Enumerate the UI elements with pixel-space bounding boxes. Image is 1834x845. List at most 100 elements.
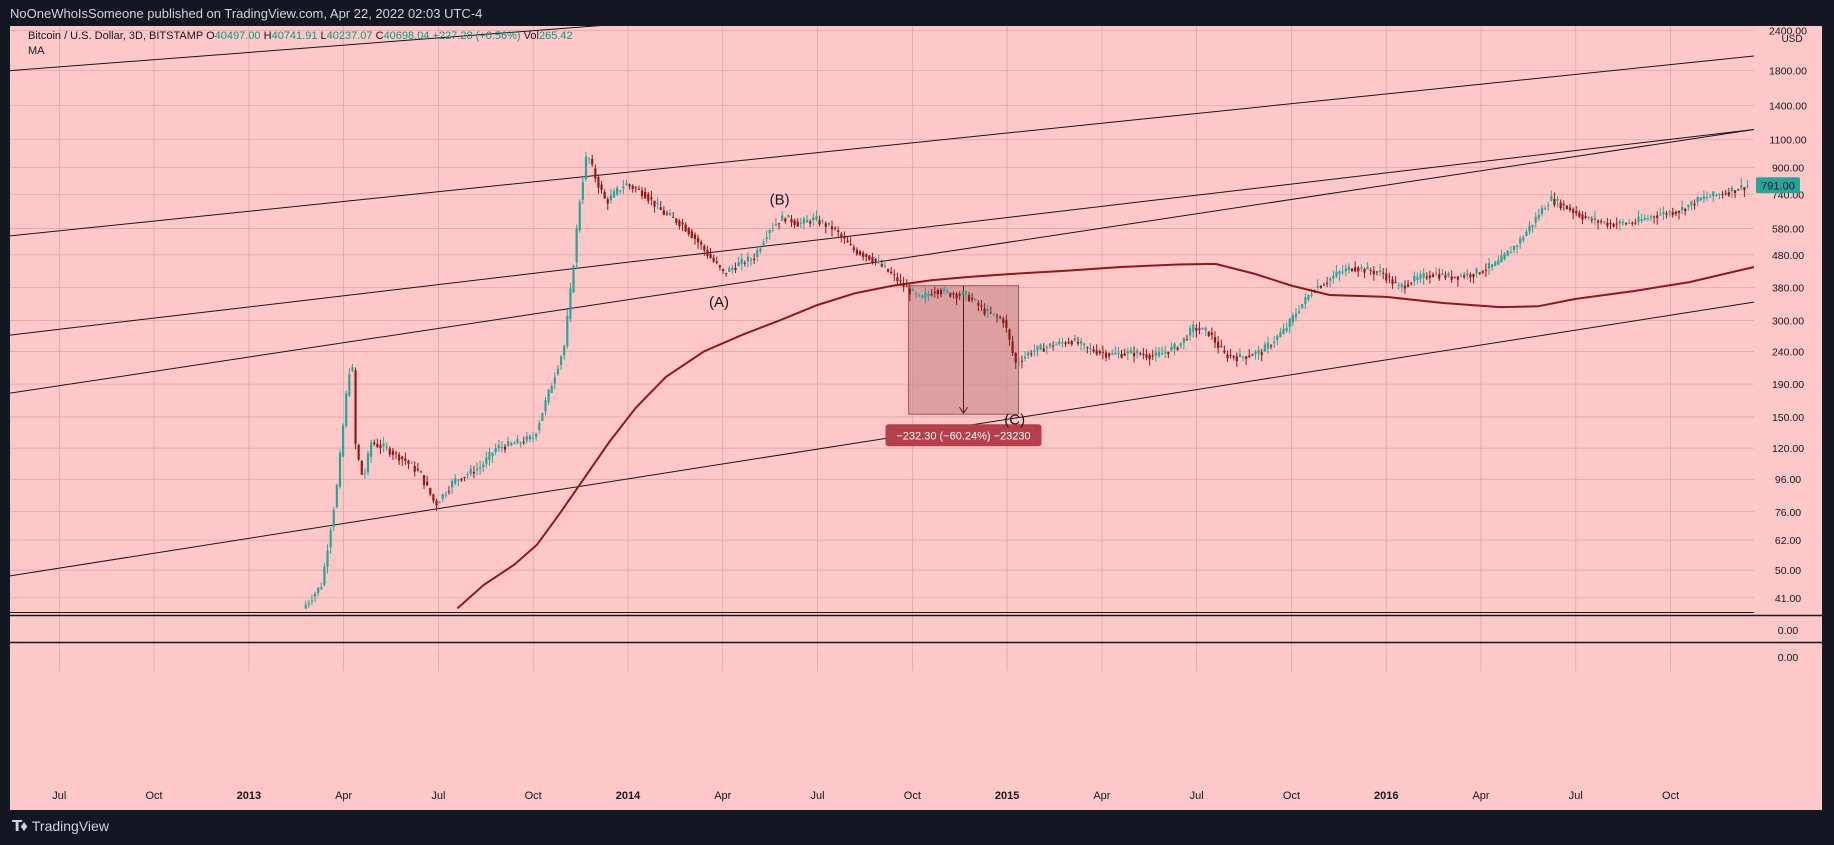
candle-body bbox=[1111, 352, 1114, 355]
candle-body bbox=[1254, 351, 1257, 354]
candle-body bbox=[1307, 295, 1310, 300]
candle-body bbox=[600, 184, 603, 190]
candle-body bbox=[1073, 337, 1076, 341]
candle-body bbox=[519, 442, 522, 444]
time-tick-label: Apr bbox=[714, 790, 731, 802]
candle-body bbox=[1562, 204, 1565, 206]
symbol-name[interactable]: Bitcoin / U.S. Dollar, 3D, BITSTAMP bbox=[28, 30, 204, 42]
candle-body bbox=[1229, 355, 1232, 357]
price-pane-background bbox=[10, 26, 1754, 614]
candle-body bbox=[522, 441, 525, 443]
close-value: 40698.04 bbox=[383, 30, 430, 42]
candle-body bbox=[1466, 273, 1469, 275]
candle-body bbox=[1058, 341, 1061, 345]
candle-body bbox=[971, 297, 974, 300]
candle-body bbox=[1394, 282, 1397, 284]
candle-body bbox=[625, 183, 628, 186]
time-tick-label: Apr bbox=[1472, 790, 1489, 802]
price-axis[interactable]: 2400.001800.001400.001100.00900.00740.00… bbox=[1754, 26, 1822, 614]
candle-body bbox=[846, 240, 849, 243]
time-tick-label: Apr bbox=[1093, 790, 1110, 802]
candle-body bbox=[603, 191, 606, 199]
candle-body bbox=[370, 442, 373, 457]
candle-body bbox=[482, 464, 485, 468]
candle-body bbox=[1217, 341, 1220, 349]
symbol-legend[interactable]: Bitcoin / U.S. Dollar, 3D, BITSTAMP O404… bbox=[28, 30, 573, 42]
candle-body bbox=[1737, 189, 1740, 191]
candle-body bbox=[1245, 356, 1248, 359]
candle-body bbox=[777, 223, 781, 225]
candle-body bbox=[1428, 275, 1431, 278]
candle-body bbox=[1621, 221, 1625, 224]
candle-body bbox=[1297, 311, 1301, 313]
candle-body bbox=[977, 302, 980, 306]
candle-body bbox=[1285, 327, 1288, 331]
candle-body bbox=[320, 587, 323, 590]
candle-body bbox=[1192, 324, 1195, 332]
candle-body bbox=[578, 201, 581, 231]
candle-body bbox=[1406, 284, 1410, 287]
candle-body bbox=[1565, 205, 1568, 209]
candle-body bbox=[1646, 218, 1649, 220]
close-label: C bbox=[375, 30, 384, 42]
candle-body bbox=[693, 234, 697, 239]
candle-body bbox=[1098, 350, 1101, 354]
chart-frame[interactable]: −232.30 (−60.24%) −23230 (B) (A) (C) 2400.… bbox=[10, 26, 1822, 810]
candle-body bbox=[1382, 272, 1385, 274]
candle-body bbox=[827, 222, 830, 225]
candle-body bbox=[1649, 216, 1653, 218]
candle-body bbox=[1101, 351, 1105, 353]
time-axis[interactable]: Jul Oct 2013 Apr Jul Oct 2014 Apr Jul Oct 2015 Apr J… bbox=[10, 671, 1822, 810]
candle-body bbox=[874, 258, 877, 262]
candle-body bbox=[1164, 352, 1167, 354]
price-tick-label: 96.00 bbox=[1775, 474, 1801, 486]
candle-body bbox=[1699, 197, 1702, 201]
candle-body bbox=[422, 475, 426, 486]
chart-svg[interactable]: −232.30 (−60.24%) −23230 (B) (A) (C) 2400.… bbox=[10, 26, 1822, 810]
candle-body bbox=[700, 242, 703, 245]
candle-body bbox=[544, 400, 547, 412]
candle-body bbox=[1640, 219, 1643, 221]
candle-body bbox=[1033, 350, 1036, 352]
candle-body bbox=[665, 213, 669, 215]
price-tick-label: 580.00 bbox=[1772, 224, 1804, 236]
moving-average-line bbox=[456, 262, 1755, 610]
candle-body bbox=[1587, 216, 1590, 218]
candle-body bbox=[1179, 342, 1182, 347]
candle-body bbox=[1534, 216, 1537, 223]
candle-body bbox=[460, 478, 463, 481]
candle-body bbox=[1631, 222, 1634, 224]
price-axis-background bbox=[1754, 26, 1822, 614]
indicator-name[interactable]: MA bbox=[28, 45, 45, 57]
candle-body bbox=[1048, 343, 1052, 347]
candle-body bbox=[1609, 223, 1612, 225]
candle-body bbox=[787, 214, 790, 218]
candle-body bbox=[868, 255, 871, 260]
candle-body bbox=[1310, 294, 1313, 296]
candle-body bbox=[989, 312, 992, 314]
candle-body bbox=[1431, 274, 1435, 277]
candle-body bbox=[718, 265, 721, 268]
candle-body bbox=[1553, 199, 1556, 205]
candle-body bbox=[491, 452, 494, 457]
indicator-legend[interactable]: MA bbox=[28, 45, 45, 57]
candle-body bbox=[1051, 345, 1055, 347]
candle-body bbox=[1681, 207, 1684, 211]
candle-body bbox=[1413, 275, 1416, 282]
candle-body bbox=[594, 168, 597, 179]
candle-body bbox=[450, 481, 454, 488]
candle-body bbox=[1055, 344, 1058, 346]
candle-body bbox=[865, 254, 868, 257]
price-range-measure[interactable]: −232.30 (−60.24%) −23230 bbox=[885, 285, 1042, 447]
tradingview-logo[interactable]: 𝗧♦ TradingView bbox=[12, 817, 109, 835]
candle-body bbox=[967, 294, 971, 302]
candle-body bbox=[1491, 264, 1494, 268]
candle-body bbox=[1210, 332, 1213, 335]
candle-body bbox=[1347, 266, 1351, 271]
candle-body bbox=[584, 156, 588, 180]
price-tick-label: 480.00 bbox=[1772, 250, 1804, 262]
volume-label: Vol bbox=[523, 30, 539, 42]
candle-body bbox=[1525, 231, 1528, 236]
candle-body bbox=[1637, 216, 1640, 222]
candle-body bbox=[924, 293, 927, 298]
